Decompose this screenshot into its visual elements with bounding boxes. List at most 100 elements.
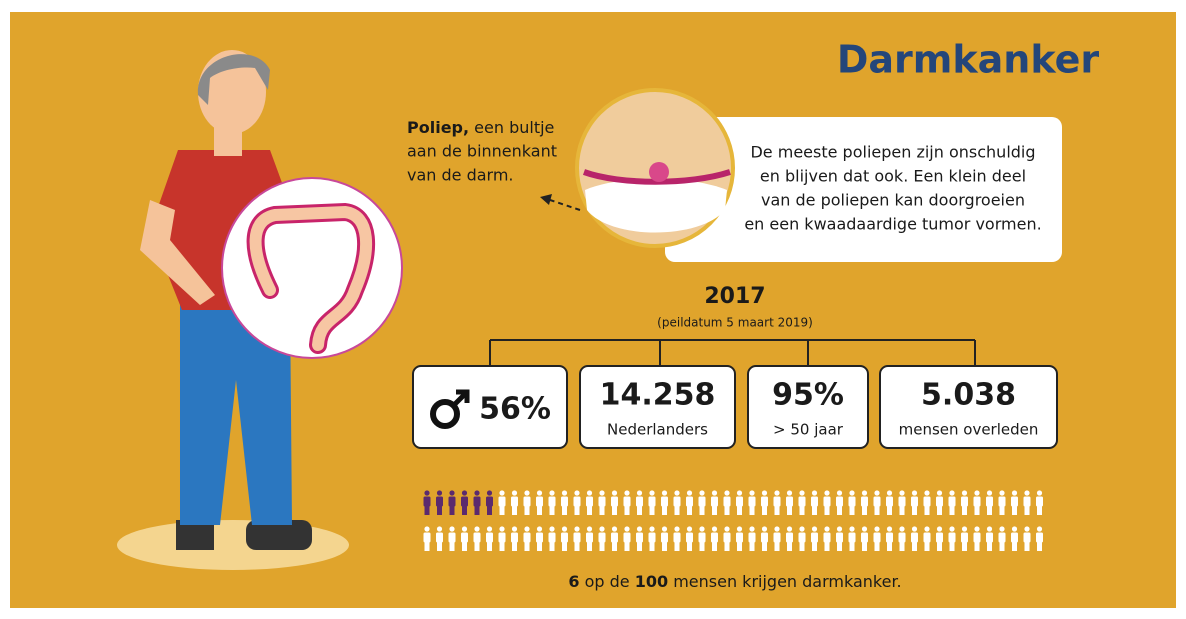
person-legs	[1025, 542, 1030, 551]
person-legs	[700, 542, 705, 551]
person-body	[911, 497, 918, 507]
person-legs	[500, 542, 505, 551]
bubble-line: De meeste poliepen zijn onschuldig	[750, 143, 1035, 162]
person-body	[499, 497, 506, 507]
person-legs	[837, 542, 842, 551]
person-legs	[637, 542, 642, 551]
person-legs	[875, 506, 880, 515]
person-legs	[825, 542, 830, 551]
person-head	[662, 490, 667, 495]
person-legs	[500, 506, 505, 515]
person-body	[674, 497, 681, 507]
person-head	[762, 490, 767, 495]
person-body	[749, 497, 756, 507]
person-body	[899, 497, 906, 507]
person-body	[986, 497, 993, 507]
person-head	[699, 490, 704, 495]
person-head	[424, 490, 429, 495]
person-head	[687, 526, 692, 531]
person-body	[599, 497, 606, 507]
person-legs	[462, 542, 467, 551]
person-legs	[650, 542, 655, 551]
person-legs	[812, 506, 817, 515]
person-head	[962, 526, 967, 531]
person-body	[886, 533, 893, 543]
person-head	[937, 526, 942, 531]
person-head	[799, 526, 804, 531]
person-body	[1011, 533, 1018, 543]
person-body	[536, 533, 543, 543]
person-body	[711, 497, 718, 507]
person-legs	[850, 506, 855, 515]
person-body	[986, 533, 993, 543]
person-head	[524, 526, 529, 531]
person-body	[936, 497, 943, 507]
person-body	[849, 533, 856, 543]
person-head	[537, 490, 542, 495]
footer: 6 op de 100 mensen krijgen darmkanker.	[568, 572, 901, 591]
stat-label: Nederlanders	[607, 421, 708, 439]
person-legs	[775, 542, 780, 551]
person-legs	[475, 542, 480, 551]
person-legs	[787, 542, 792, 551]
person-legs	[450, 542, 455, 551]
person-body	[824, 497, 831, 507]
person-body	[674, 533, 681, 543]
person-legs	[575, 542, 580, 551]
person-head	[587, 526, 592, 531]
person-legs	[937, 542, 942, 551]
person-body	[999, 533, 1006, 543]
person-body	[586, 497, 593, 507]
person-head	[824, 490, 829, 495]
person-head	[537, 526, 542, 531]
person-body	[724, 497, 731, 507]
person-legs	[562, 542, 567, 551]
person-legs	[650, 506, 655, 515]
person-head	[549, 526, 554, 531]
person-legs	[425, 542, 430, 551]
person-head	[899, 526, 904, 531]
person-legs	[762, 506, 767, 515]
person-body	[574, 497, 581, 507]
person-body	[1024, 497, 1031, 507]
person-legs	[800, 506, 805, 515]
person-body	[974, 533, 981, 543]
person-head	[974, 526, 979, 531]
person-body	[586, 533, 593, 543]
person-legs	[550, 542, 555, 551]
person-body	[736, 497, 743, 507]
person-legs	[687, 506, 692, 515]
person-body	[636, 533, 643, 543]
person-legs	[625, 542, 630, 551]
person-head	[862, 490, 867, 495]
infographic: Darmkanker Poliep, een bultje aan de bin…	[0, 0, 1186, 619]
person-legs	[537, 506, 542, 515]
person-head	[999, 490, 1004, 495]
person-head	[587, 490, 592, 495]
person-body	[699, 533, 706, 543]
person-head	[649, 526, 654, 531]
person-head	[999, 526, 1004, 531]
person-legs	[612, 506, 617, 515]
person-body	[874, 533, 881, 543]
person-head	[599, 490, 604, 495]
person-body	[924, 497, 931, 507]
stat-value: 95%	[772, 378, 844, 413]
person-body	[724, 533, 731, 543]
person-legs	[950, 506, 955, 515]
person-legs	[425, 506, 430, 515]
person-body	[799, 497, 806, 507]
person-body	[461, 497, 468, 507]
person-body	[836, 497, 843, 507]
person-body	[486, 533, 493, 543]
person-legs	[1000, 542, 1005, 551]
person-body	[936, 533, 943, 543]
person-body	[486, 497, 493, 507]
person-head	[549, 490, 554, 495]
person-body	[624, 533, 631, 543]
person-legs	[975, 506, 980, 515]
person-body	[749, 533, 756, 543]
person-head	[624, 490, 629, 495]
person-head	[799, 490, 804, 495]
